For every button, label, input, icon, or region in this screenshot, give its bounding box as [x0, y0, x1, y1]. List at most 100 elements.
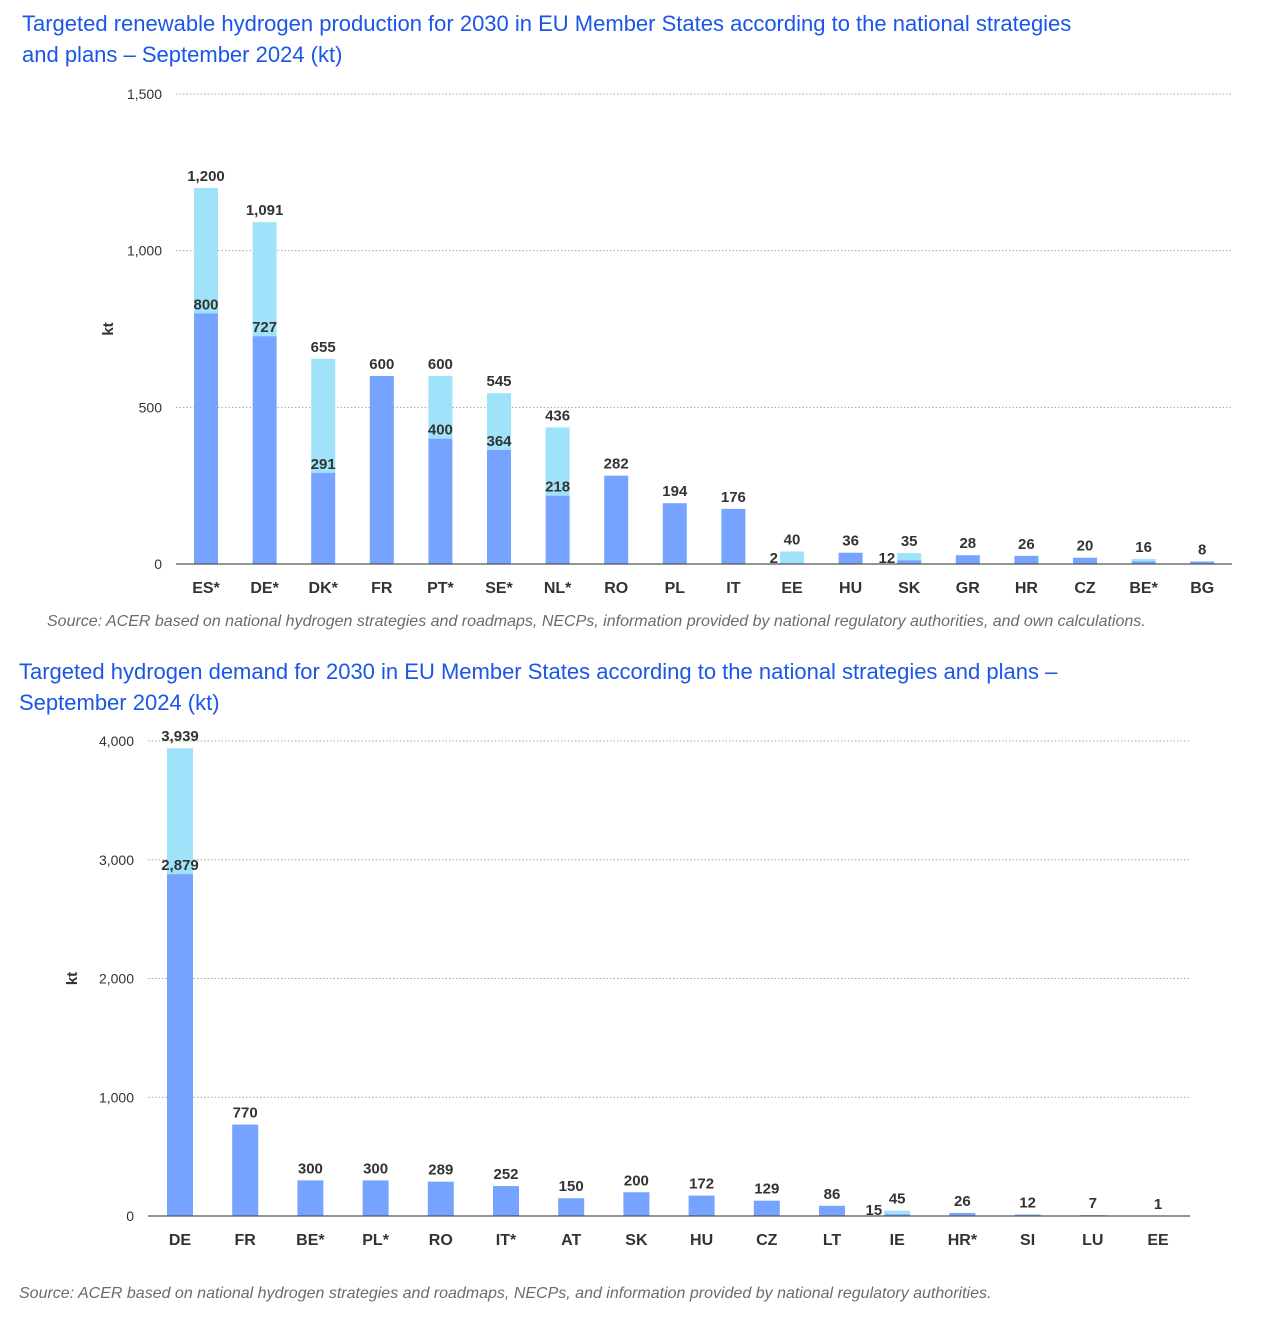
chart1-data-label-high: 655	[311, 339, 336, 356]
chart2-category-label: SK	[625, 1232, 648, 1249]
chart2-category-label: EE	[1147, 1232, 1169, 1249]
chart1-data-label-high: 545	[486, 373, 511, 390]
chart2-data-label-high: 300	[298, 1160, 323, 1177]
chart1-category-label: HR	[1015, 580, 1039, 597]
chart1-category-label: HU	[839, 580, 862, 597]
chart1-data-label-high: 436	[545, 407, 570, 424]
chart1-data-label-high: 26	[1018, 536, 1035, 553]
chart1-data-label-low: 400	[428, 422, 453, 439]
chart2-ytick-label: 1,000	[99, 1089, 134, 1105]
chart2-category-label: LT	[823, 1232, 842, 1249]
chart2-category-label: BE*	[296, 1232, 325, 1249]
chart2-bar-base	[558, 1198, 585, 1216]
chart2-data-label-low: 2,879	[161, 857, 199, 874]
chart2-category-label: IE	[890, 1232, 905, 1249]
chart2-bar-base	[427, 1181, 454, 1216]
chart2-bar-base	[949, 1212, 976, 1216]
chart1-bar-base	[1014, 555, 1039, 564]
chart2-category-label: AT	[561, 1232, 581, 1249]
chart2-data-label-high: 129	[754, 1181, 779, 1198]
chart2-y-axis-label: kt	[64, 972, 81, 985]
chart2-category-label: CZ	[756, 1232, 778, 1249]
chart1-category-label: EE	[781, 580, 803, 597]
chart2-data-label-high: 150	[559, 1178, 584, 1195]
chart1-data-label-high: 176	[721, 489, 746, 506]
chart1-bar-base	[369, 376, 394, 564]
chart1-bar-range	[1131, 558, 1156, 562]
chart1-bar-base	[604, 475, 629, 564]
chart1-data-label-high: 600	[369, 356, 394, 373]
chart1-bar-base	[487, 449, 511, 564]
chart1-category-label: BE*	[1129, 580, 1158, 597]
chart1-data-label-low: 291	[311, 456, 336, 473]
chart1-category-label: GR	[956, 580, 980, 597]
chart1-data-label-high: 36	[842, 533, 859, 550]
chart1-category-label: SE*	[485, 580, 513, 597]
chart2-bar-base	[1014, 1214, 1041, 1216]
chart2-data-label-high: 300	[363, 1160, 388, 1177]
chart2-title: Targeted hydrogen demand for 2030 in EU …	[19, 659, 1058, 715]
chart1-bar-base	[897, 560, 922, 564]
chart1-data-label-high: 600	[428, 356, 453, 373]
chart1-bar-base	[428, 438, 453, 564]
chart2-bar-base	[688, 1195, 715, 1216]
chart2-data-label-high: 12	[1019, 1195, 1036, 1212]
chart1-category-label: BG	[1190, 580, 1214, 597]
chart2-bar-range	[884, 1210, 911, 1215]
chart1-ytick-label: 500	[139, 399, 163, 415]
chart1-bar-range	[897, 553, 922, 561]
chart2-bar-base	[623, 1192, 650, 1216]
chart1-category-label: PL	[665, 580, 686, 597]
chart1-category-label: CZ	[1074, 580, 1096, 597]
chart2-data-label-high: 1	[1154, 1196, 1162, 1213]
chart2-ytick-label: 2,000	[99, 971, 134, 987]
chart2-category-label: DE	[169, 1232, 192, 1249]
chart2-plot: 0 1,000 2,000 3,000 4,000 kt 3,939 2,879 DE 770 FR…	[64, 728, 1190, 1249]
chart1-data-label-low: 2	[770, 550, 778, 567]
chart1-bar-range	[311, 358, 336, 473]
chart2-bar-base	[167, 874, 193, 1216]
chart1-category-label: ES*	[192, 580, 220, 597]
chart1-data-label-high: 194	[662, 483, 688, 500]
chart1-data-label-high: 35	[901, 533, 918, 550]
chart1-ytick-label: 1,000	[127, 243, 162, 259]
chart2-bar-range	[167, 748, 193, 875]
chart2-ytick-label: 4,000	[99, 733, 134, 749]
chart2-bar-base	[362, 1180, 389, 1216]
chart1-source: Source: ACER based on national hydrogen …	[47, 613, 1146, 630]
chart2-data-label-high: 86	[824, 1186, 841, 1203]
chart1-data-label-high: 8	[1198, 541, 1206, 558]
chart2-bar-base	[819, 1205, 845, 1216]
chart1-category-label: FR	[371, 580, 393, 597]
chart1-bar-base	[252, 336, 277, 564]
chart2-data-label-high: 289	[428, 1162, 453, 1179]
chart2-data-label-high: 7	[1089, 1195, 1097, 1212]
chart1-bar-range	[487, 393, 511, 450]
chart1-category-label: NL*	[544, 580, 572, 597]
chart2-bar-base	[493, 1186, 519, 1216]
chart2-source: Source: ACER based on national hydrogen …	[19, 1285, 992, 1302]
chart1-bar-range	[252, 222, 277, 337]
chart2-category-label: HU	[690, 1232, 713, 1249]
chart2-data-label-high: 770	[233, 1105, 258, 1122]
chart1-title: Targeted renewable hydrogen production f…	[22, 11, 1072, 67]
chart1-bar-base	[1190, 561, 1215, 564]
chart2-category-label: FR	[235, 1232, 257, 1249]
chart1-category-label: SK	[898, 580, 921, 597]
chart1-bar-range	[428, 376, 453, 439]
chart1-bar-base	[1073, 557, 1097, 564]
chart1-bar-range	[194, 188, 218, 314]
chart2-bar-base	[884, 1214, 911, 1216]
chart2-bar-base	[232, 1124, 259, 1216]
chart1-category-label: IT	[726, 580, 740, 597]
chart1-bar-base	[721, 508, 746, 564]
chart1-bar-base	[194, 313, 218, 564]
chart2-data-label-high: 172	[689, 1176, 714, 1193]
chart2-category-label: SI	[1020, 1232, 1035, 1249]
chart2-ytick-label: 0	[126, 1208, 134, 1224]
chart1-data-label-low: 12	[879, 550, 896, 567]
chart1-data-label-low: 727	[252, 319, 277, 336]
chart2-data-label-high: 252	[493, 1166, 518, 1183]
chart1-data-label-high: 20	[1077, 538, 1094, 555]
chart1-data-label-high: 1,200	[187, 168, 225, 185]
